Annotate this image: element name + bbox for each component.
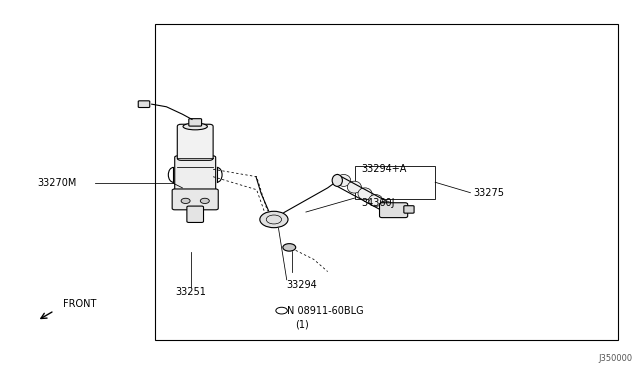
FancyBboxPatch shape (189, 119, 202, 126)
Bar (155, 24, 618, 340)
Text: (1): (1) (295, 320, 308, 329)
Text: 33270M: 33270M (37, 178, 77, 188)
Ellipse shape (348, 181, 362, 193)
FancyBboxPatch shape (187, 206, 204, 222)
Circle shape (200, 198, 209, 203)
Text: N 08911-60BLG: N 08911-60BLG (287, 306, 364, 315)
Text: 34360J: 34360J (362, 198, 395, 208)
Circle shape (260, 211, 288, 228)
Ellipse shape (337, 174, 351, 186)
FancyBboxPatch shape (177, 124, 213, 160)
Text: 33294: 33294 (287, 280, 317, 289)
Text: FRONT: FRONT (63, 299, 96, 309)
Circle shape (181, 198, 190, 203)
FancyBboxPatch shape (380, 203, 408, 218)
Ellipse shape (369, 195, 383, 206)
FancyBboxPatch shape (404, 206, 414, 213)
Ellipse shape (332, 174, 342, 186)
FancyBboxPatch shape (138, 101, 150, 108)
Ellipse shape (183, 123, 207, 130)
Text: 33294+A: 33294+A (362, 164, 407, 174)
FancyBboxPatch shape (172, 189, 218, 210)
Ellipse shape (358, 188, 372, 200)
Circle shape (283, 244, 296, 251)
Text: 33251: 33251 (175, 287, 206, 297)
Ellipse shape (380, 201, 394, 213)
Text: 33275: 33275 (474, 189, 504, 198)
Bar (355, 166, 435, 199)
FancyBboxPatch shape (175, 156, 216, 193)
Text: J350000: J350000 (598, 354, 632, 363)
